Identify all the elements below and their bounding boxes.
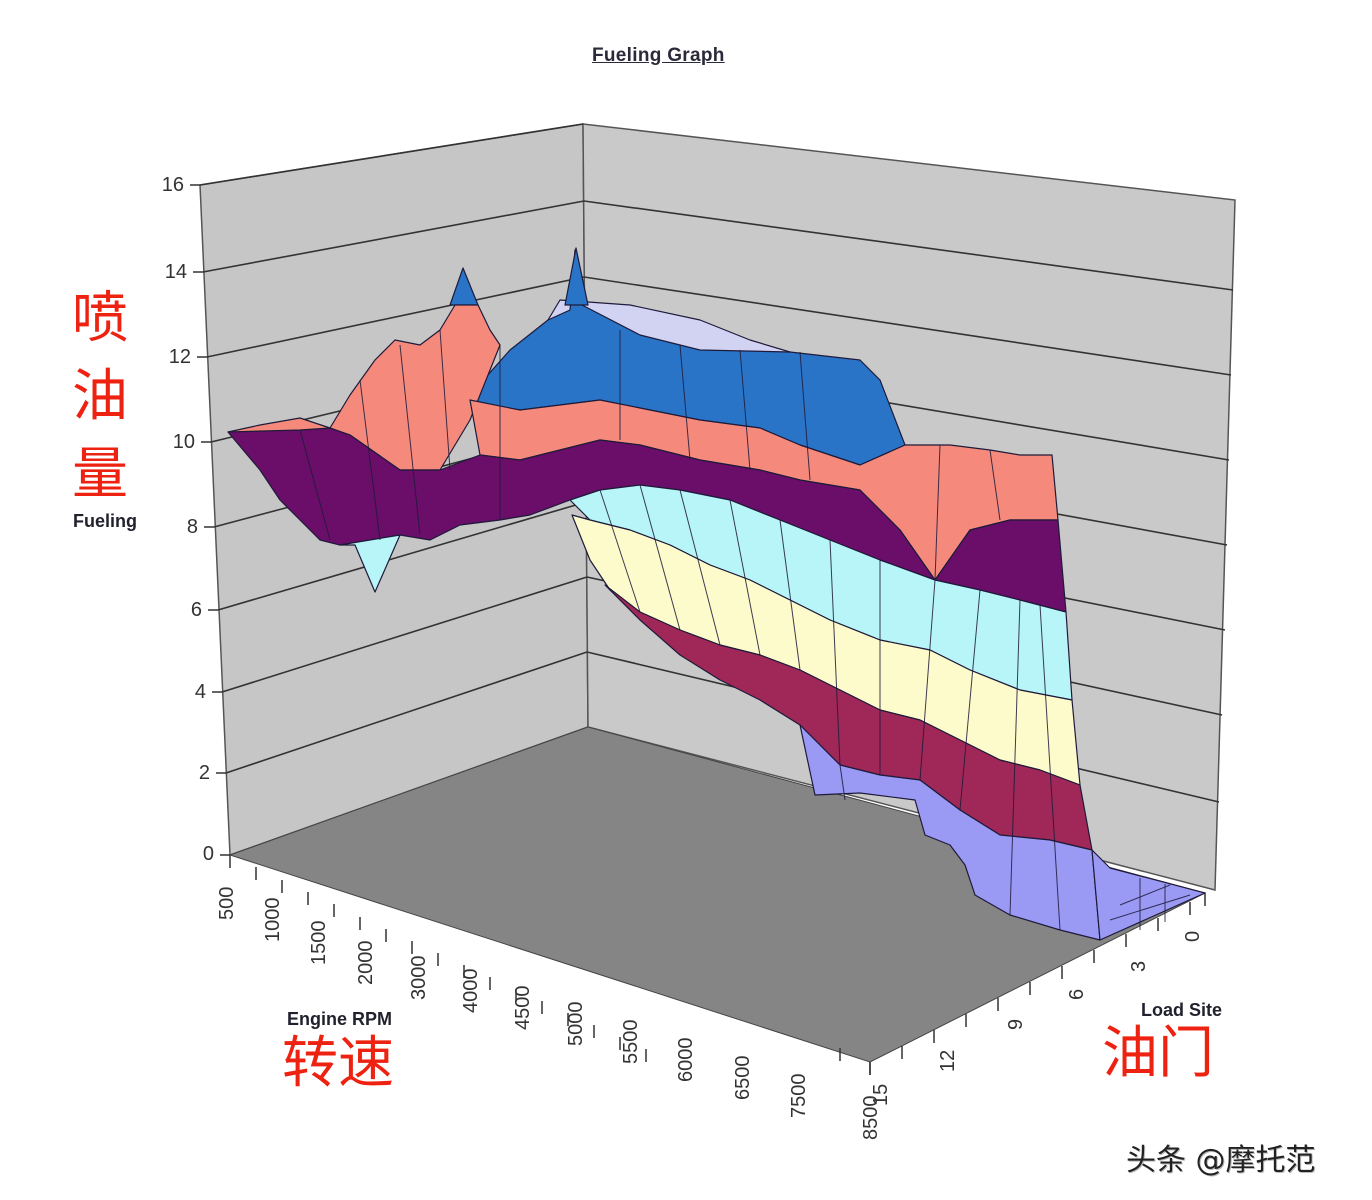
z-tick: 8 [186, 516, 198, 538]
z-tick: 4 [194, 681, 206, 703]
x-tick: 2000 [355, 940, 377, 986]
x-tick: 1000 [262, 897, 284, 943]
x-tick: 7500 [788, 1073, 810, 1119]
y-axis-label: Load Site [1141, 1000, 1223, 1020]
y-tick: 3 [1128, 960, 1150, 972]
z-axis-chinese-annotation: 喷油量 [72, 286, 128, 507]
y-tick: 12 [937, 1049, 959, 1072]
x-axis-label: Engine RPM [287, 1009, 393, 1029]
x-tick: 6000 [675, 1037, 697, 1083]
y-tick: 9 [1005, 1018, 1027, 1030]
x-tick: 1500 [308, 920, 330, 966]
y-tick: 6 [1066, 988, 1088, 1000]
chart-title: Fueling Graph [592, 45, 725, 66]
y-tick: 0 [1182, 930, 1204, 942]
spike-peak-2 [564, 247, 589, 306]
z-tick: 12 [168, 346, 191, 368]
z-tick: 6 [190, 599, 202, 621]
z-tick: 0 [202, 843, 214, 865]
band-6-8 [339, 534, 401, 593]
z-tick: 14 [164, 261, 187, 283]
x-tick: 5000 [565, 1001, 587, 1047]
z-axis-ticks [190, 184, 230, 856]
y-axis-ticks [869, 893, 1206, 1075]
x-tick: 3000 [408, 955, 430, 1001]
surface-mesh-lines [299, 329, 1191, 931]
watermark: 头条 @摩托范 [1126, 1143, 1316, 1178]
x-tick: 5500 [620, 1019, 642, 1065]
x-tick: 4000 [460, 968, 482, 1014]
y-tick: 15 [870, 1083, 892, 1106]
z-axis-label: Fueling [73, 511, 137, 531]
z-tick: 16 [161, 174, 184, 196]
band-2-4 [604, 584, 1093, 851]
z-tick: 2 [198, 762, 210, 784]
z-tick: 10 [172, 431, 195, 453]
surface-floor-zero [1091, 849, 1206, 941]
x-axis-chinese-annotation: 转速 [282, 1031, 394, 1096]
x-tick: 6500 [732, 1055, 754, 1101]
y-axis-chinese-annotation: 油门 [1102, 1021, 1214, 1086]
fueling-surface [227, 247, 1206, 941]
x-tick: 4500 [512, 985, 534, 1031]
x-tick: 500 [216, 886, 238, 920]
